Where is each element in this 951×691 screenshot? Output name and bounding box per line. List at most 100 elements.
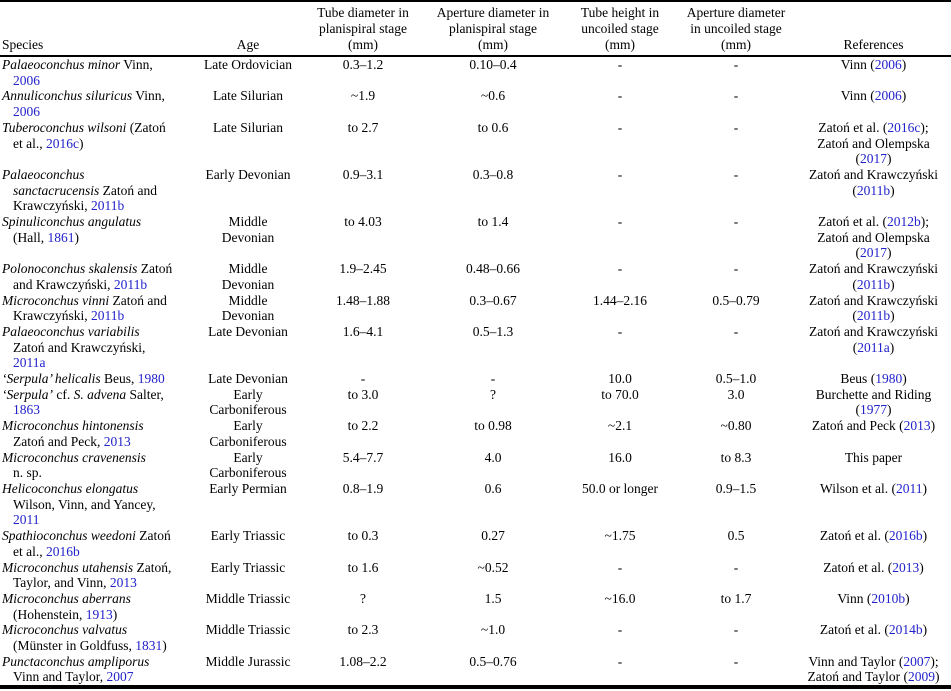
- citation-link[interactable]: 2009: [907, 669, 935, 685]
- text-run: Zatoń and Krawczyński (: [809, 292, 938, 324]
- citation-link[interactable]: 2011: [13, 512, 40, 528]
- table-row: Microconchus utahensis Zatoń, Taylor, an…: [0, 560, 951, 591]
- citation-link[interactable]: 2011b: [113, 276, 148, 292]
- cell-tube_diameter_planispiral: to 1.6: [347, 559, 379, 575]
- citation-link[interactable]: 2016b: [46, 543, 80, 559]
- citation-link[interactable]: 2006: [13, 104, 40, 120]
- cell-age: Middle Jurassic: [205, 653, 291, 669]
- citation-link[interactable]: 2010b: [871, 590, 906, 606]
- citation-link[interactable]: 2016c: [46, 135, 79, 151]
- citation-link[interactable]: 2011b: [856, 276, 891, 292]
- citation-link[interactable]: 1861: [47, 229, 75, 245]
- citation-link[interactable]: 1980: [137, 371, 165, 387]
- citation-link[interactable]: 2013: [903, 418, 931, 434]
- citation-link[interactable]: 2006: [13, 72, 40, 88]
- cell-tube_diameter_planispiral: ~1.9: [350, 88, 376, 104]
- cell-tube_diameter_planispiral: 5.4–7.7: [342, 449, 384, 465]
- citation-link[interactable]: 2014b: [888, 622, 923, 638]
- citation-link[interactable]: 2011a: [13, 355, 46, 371]
- text-run: ): [890, 308, 895, 324]
- cell-references: Zatoń et al. (2014b): [796, 622, 951, 653]
- citation-link[interactable]: 2011b: [90, 308, 125, 324]
- citation-link[interactable]: 2016b: [888, 528, 923, 544]
- text-run: This paper: [844, 449, 903, 465]
- cell-references: This paper: [796, 450, 951, 481]
- table-row: Microconchus valvatus (Münster in Goldfu…: [0, 622, 951, 653]
- text-run: ): [922, 622, 928, 638]
- citation-link[interactable]: 2016c: [887, 119, 921, 135]
- text-run: Vinn and Taylor,: [13, 669, 104, 685]
- citation-link[interactable]: 1980: [875, 371, 903, 387]
- cell-aperture_diameter_planispiral: ~1.0: [480, 622, 506, 638]
- cell-age: Late Devonian: [208, 371, 288, 387]
- citation-link[interactable]: 2007: [106, 669, 134, 685]
- cell-aperture_diameter_uncoiled: -: [733, 88, 739, 104]
- text-run: Beus (: [840, 371, 876, 387]
- cell-references: Zatoń et al. (2012b); Zatoń and Olempska…: [796, 214, 951, 261]
- table-row: Microconchus hintonensis Zatoń and Peck,…: [0, 418, 951, 449]
- species-name: Microconchus aberrans: [2, 590, 131, 606]
- table-row: Palaeoconchus minor Vinn, 2006 Late Ordov…: [0, 56, 951, 88]
- cell-tube_height_uncoiled: -: [617, 119, 623, 135]
- citation-link[interactable]: 2007: [903, 653, 931, 669]
- citation-link[interactable]: 2006: [874, 57, 902, 72]
- text-run: ): [922, 480, 927, 496]
- cell-aperture_diameter_planispiral: 0.48–0.66: [466, 261, 520, 277]
- cell-aperture_diameter_planispiral: 0.27: [481, 528, 505, 544]
- text-run: Vinn (: [837, 590, 872, 606]
- cell-age: Middle Triassic: [205, 622, 291, 638]
- cell-age: Late Ordovician: [203, 57, 293, 72]
- text-run: ); Zatoń and Taylor (: [807, 653, 939, 685]
- cell-aperture_diameter_planispiral: 1.5: [484, 590, 502, 606]
- citation-link[interactable]: 1831: [135, 638, 163, 654]
- text-run: Vinn,: [135, 88, 165, 104]
- citation-link[interactable]: 2017: [860, 245, 887, 261]
- citation-link[interactable]: 2013: [103, 433, 131, 449]
- citation-link[interactable]: 2006: [874, 88, 902, 104]
- text-run: ): [905, 590, 910, 606]
- species-name: Microconchus cravenensis: [2, 449, 146, 465]
- text-run: Zatoń and Krawczyński,: [13, 182, 157, 214]
- cell-species: Polonoconchus skalensis Zatoń and Krawcz…: [0, 261, 192, 292]
- text-run: Zatoń et al.,: [13, 528, 171, 559]
- cell-references: Vinn (2006): [796, 56, 951, 88]
- cell-tube_diameter_planispiral: 1.48–1.88: [336, 292, 390, 308]
- cell-tube_diameter_planispiral: to 0.3: [347, 528, 379, 544]
- citation-link[interactable]: 1913: [85, 606, 113, 622]
- cell-age: Early Permian: [209, 480, 287, 496]
- cell-aperture_diameter_uncoiled: ~0.80: [720, 418, 752, 434]
- cell-aperture_diameter_uncoiled: -: [733, 119, 739, 135]
- cell-tube_diameter_planispiral: 0.8–1.9: [342, 480, 384, 496]
- cell-references: Zatoń and Krawczyński (2011a): [796, 324, 951, 371]
- cell-species: Spinuliconchus angulatus (Hall, 1861): [0, 214, 192, 261]
- citation-link[interactable]: 2011b: [856, 182, 891, 198]
- cell-species: Annuliconchus siluricus Vinn, 2006: [0, 88, 192, 119]
- citation-link[interactable]: 2011: [895, 480, 923, 496]
- citation-link[interactable]: 1863: [13, 402, 40, 418]
- table-row: Microconchus cravenensis n. sp. Early Car…: [0, 450, 951, 481]
- citation-link[interactable]: 1977: [860, 402, 887, 418]
- cell-aperture_diameter_planispiral: to 0.6: [477, 119, 509, 135]
- text-run: Vinn (: [840, 88, 875, 104]
- text-run: Zatoń and Krawczyński (: [809, 323, 938, 355]
- text-run: Zatoń et al. (: [818, 119, 888, 135]
- cell-references: Zatoń and Peck (2013): [796, 418, 951, 449]
- cell-tube_diameter_planispiral: 0.3–1.2: [342, 57, 384, 72]
- text-run: Zatoń, Taylor, and Vinn,: [13, 559, 172, 591]
- citation-link[interactable]: 2011a: [857, 339, 890, 355]
- cell-species: Tuberoconchus wilsoni (Zatoń et al., 201…: [0, 120, 192, 167]
- text-run: ); Zatoń and Olempska (: [817, 119, 930, 167]
- cell-tube_diameter_planispiral: to 2.2: [347, 418, 379, 434]
- citation-link[interactable]: 2012b: [886, 214, 921, 230]
- citation-link[interactable]: 2017: [860, 151, 887, 167]
- table-row: Palaeoconchus sanctacrucensis Zatoń and …: [0, 167, 951, 214]
- species-name: ‘Serpula’ helicalis: [2, 371, 101, 387]
- citation-link[interactable]: 2013: [109, 575, 137, 591]
- cell-age: Early Carboniferous: [209, 449, 287, 481]
- citation-link[interactable]: 2011b: [856, 308, 891, 324]
- citation-link[interactable]: 2011b: [90, 198, 125, 214]
- cell-tube_diameter_planispiral: to 2.3: [347, 622, 379, 638]
- text-run: ): [79, 135, 84, 151]
- citation-link[interactable]: 2013: [892, 559, 920, 575]
